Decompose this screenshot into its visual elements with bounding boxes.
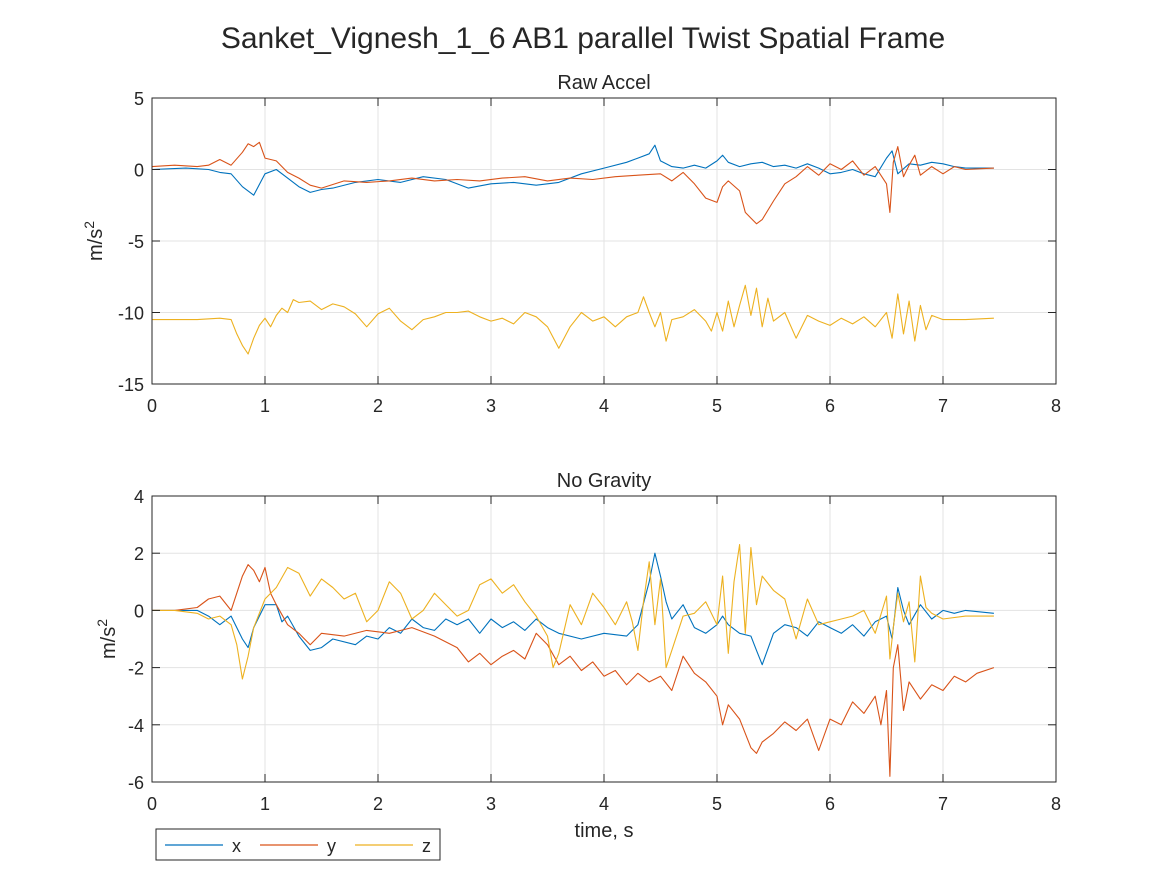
series-line-z bbox=[152, 284, 994, 355]
y-axis-label: m/s2 bbox=[94, 619, 120, 659]
x-tick-label: 8 bbox=[1051, 794, 1061, 814]
x-axis-label: time, s bbox=[575, 820, 634, 842]
y-axis-label-superscript: 2 bbox=[81, 221, 97, 229]
x-tick-label: 6 bbox=[825, 396, 835, 416]
x-tick-label: 5 bbox=[712, 396, 722, 416]
series-line-y bbox=[152, 141, 994, 225]
axes-title: Raw Accel bbox=[557, 72, 650, 94]
x-tick-label: 3 bbox=[486, 396, 496, 416]
x-tick-label: 7 bbox=[938, 396, 948, 416]
y-axis-label-text: m/s bbox=[98, 627, 120, 659]
series-line-z bbox=[152, 544, 994, 680]
legend-label-y: y bbox=[327, 836, 336, 856]
y-tick-label: -15 bbox=[118, 375, 144, 395]
y-tick-label: -5 bbox=[128, 232, 144, 252]
series-line-x bbox=[152, 144, 994, 196]
y-tick-label: 5 bbox=[134, 89, 144, 109]
y-tick-label: -10 bbox=[118, 304, 144, 324]
y-tick-label: -4 bbox=[128, 716, 144, 736]
x-tick-label: 4 bbox=[599, 794, 609, 814]
x-tick-label: 0 bbox=[147, 794, 157, 814]
y-tick-label: 4 bbox=[134, 487, 144, 507]
y-tick-label: 0 bbox=[134, 601, 144, 621]
y-axis-label-text: m/s bbox=[85, 229, 107, 261]
series-line-x bbox=[152, 552, 994, 666]
legend-label-z: z bbox=[422, 836, 431, 856]
legend: x y z bbox=[155, 828, 441, 861]
x-tick-label: 0 bbox=[147, 396, 157, 416]
figure-title: Sanket_Vignesh_1_6 AB1 parallel Twist Sp… bbox=[221, 22, 945, 55]
y-tick-label: 0 bbox=[134, 161, 144, 181]
y-tick-label: 2 bbox=[134, 544, 144, 564]
x-tick-label: 2 bbox=[373, 396, 383, 416]
y-tick-label: -2 bbox=[128, 659, 144, 679]
x-tick-label: 1 bbox=[260, 794, 270, 814]
x-tick-label: 4 bbox=[599, 396, 609, 416]
x-tick-label: 1 bbox=[260, 396, 270, 416]
y-axis-label: m/s2 bbox=[81, 221, 107, 261]
legend-label-x: x bbox=[232, 836, 241, 856]
series-line-y bbox=[152, 564, 995, 777]
x-tick-label: 5 bbox=[712, 794, 722, 814]
y-tick-label: -6 bbox=[128, 773, 144, 793]
x-tick-label: 8 bbox=[1051, 396, 1061, 416]
x-tick-label: 7 bbox=[938, 794, 948, 814]
x-tick-label: 3 bbox=[486, 794, 496, 814]
y-axis-label-superscript: 2 bbox=[94, 619, 110, 627]
x-tick-label: 2 bbox=[373, 794, 383, 814]
x-tick-label: 6 bbox=[825, 794, 835, 814]
axes-title: No Gravity bbox=[557, 470, 651, 492]
